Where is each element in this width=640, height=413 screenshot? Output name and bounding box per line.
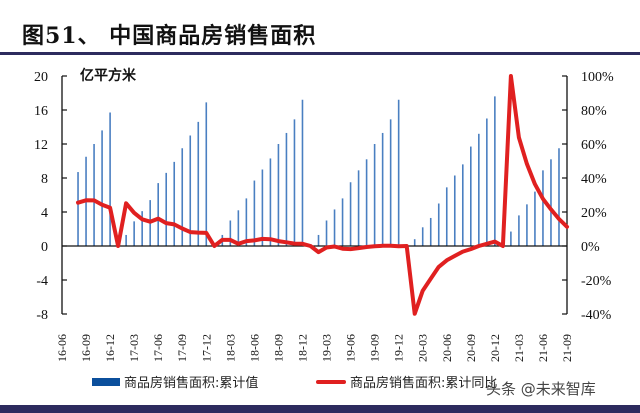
x-tick-label: 20-06 bbox=[440, 334, 454, 362]
left-tick-label: 16 bbox=[34, 104, 48, 119]
x-tick-label: 16-09 bbox=[79, 334, 93, 362]
x-tick-label: 19-03 bbox=[320, 334, 334, 362]
right-tick-label: 100% bbox=[581, 70, 614, 85]
left-axis-unit: 亿平方米 bbox=[80, 67, 137, 84]
right-tick-label: 0% bbox=[581, 240, 600, 255]
x-tick-label: 19-12 bbox=[392, 334, 406, 362]
left-tick-label: -8 bbox=[36, 308, 48, 323]
x-tick-label: 17-06 bbox=[151, 334, 165, 362]
right-tick-label: 20% bbox=[581, 206, 607, 221]
x-tick-label: 18-12 bbox=[295, 334, 309, 362]
legend-item-line: 商品房销售面积:累计同比 bbox=[316, 372, 497, 391]
x-tick-label: 19-09 bbox=[368, 334, 382, 362]
left-tick-label: 20 bbox=[34, 70, 48, 85]
x-tick-label: 18-09 bbox=[271, 334, 285, 362]
right-tick-label: 40% bbox=[581, 172, 607, 187]
right-tick-label: 60% bbox=[581, 138, 607, 153]
x-tick-label: 17-03 bbox=[127, 334, 141, 362]
right-tick-label: -20% bbox=[581, 274, 612, 289]
right-tick-label: 80% bbox=[581, 104, 607, 119]
x-tick-label: 17-09 bbox=[175, 334, 189, 362]
right-tick-label: -40% bbox=[581, 308, 612, 323]
left-tick-label: -4 bbox=[36, 274, 48, 289]
left-tick-label: 4 bbox=[41, 206, 48, 221]
title-divider bbox=[0, 52, 640, 55]
x-tick-label: 20-09 bbox=[464, 334, 478, 362]
legend-line-swatch bbox=[316, 379, 346, 384]
x-tick-label: 16-12 bbox=[103, 334, 117, 362]
left-tick-label: 8 bbox=[41, 172, 48, 187]
x-tick-label: 16-06 bbox=[55, 334, 69, 362]
x-tick-label: 18-06 bbox=[247, 334, 261, 362]
chart-title: 图51、 中国商品房销售面积 bbox=[22, 23, 317, 49]
yoy-line bbox=[76, 74, 569, 316]
bottom-divider bbox=[0, 405, 640, 413]
x-tick-label: 17-12 bbox=[199, 334, 213, 362]
legend-line-label: 商品房销售面积:累计同比 bbox=[350, 376, 498, 391]
x-tick-label: 18-03 bbox=[223, 334, 237, 362]
legend-bar-label: 商品房销售面积:累计值 bbox=[124, 376, 259, 391]
legend-item-bar: 商品房销售面积:累计值 bbox=[92, 372, 258, 391]
left-tick-label: 12 bbox=[34, 138, 48, 153]
x-tick-label: 20-12 bbox=[488, 334, 502, 362]
x-tick-label: 21-03 bbox=[512, 334, 526, 362]
left-tick-label: 0 bbox=[41, 240, 48, 255]
legend-bar-swatch bbox=[92, 377, 120, 386]
x-tick-label: 20-03 bbox=[416, 334, 430, 362]
x-tick-label: 19-06 bbox=[344, 334, 358, 362]
x-tick-label: 21-06 bbox=[536, 334, 550, 362]
x-tick-label: 21-09 bbox=[560, 334, 574, 362]
watermark: 头条 @未来智库 bbox=[486, 380, 596, 398]
